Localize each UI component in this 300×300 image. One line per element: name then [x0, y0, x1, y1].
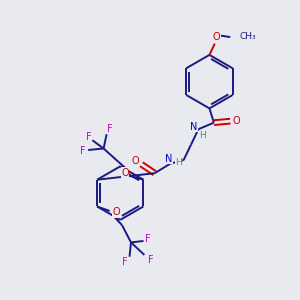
Text: F: F: [122, 257, 128, 267]
Text: O: O: [112, 207, 120, 218]
Text: H: H: [199, 131, 206, 140]
Text: F: F: [148, 255, 153, 265]
Text: F: F: [107, 124, 112, 134]
Text: O: O: [233, 116, 241, 126]
Text: H: H: [175, 158, 182, 167]
Text: F: F: [86, 132, 92, 142]
Text: O: O: [121, 168, 129, 178]
Text: CH₃: CH₃: [240, 32, 256, 41]
Text: O: O: [131, 156, 139, 166]
Text: N: N: [190, 122, 197, 132]
Text: F: F: [80, 146, 86, 157]
Text: O: O: [212, 32, 220, 42]
Text: N: N: [165, 154, 172, 164]
Text: F: F: [145, 235, 151, 244]
